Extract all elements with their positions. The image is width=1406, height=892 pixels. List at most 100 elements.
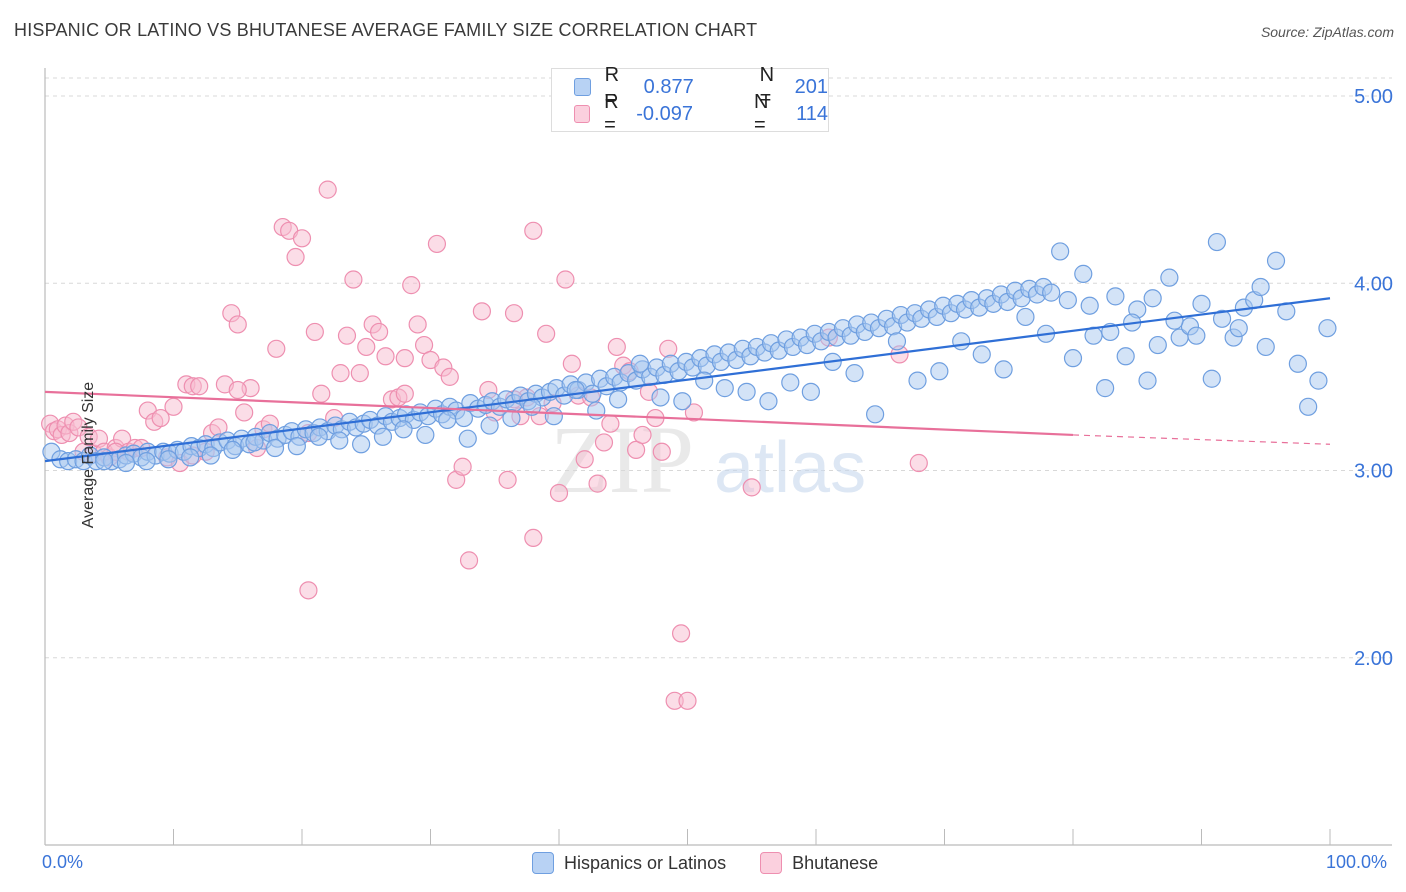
hispanic-point <box>1207 232 1227 252</box>
bhutanese-point <box>402 276 421 295</box>
hispanic-point <box>1266 251 1286 270</box>
hispanic-point <box>1080 296 1099 315</box>
hispanic-point <box>1192 294 1211 313</box>
bhutanese-point <box>190 377 209 396</box>
bhutanese-point <box>601 414 620 433</box>
bhutanese-point <box>626 440 646 460</box>
hispanic-point <box>137 452 156 471</box>
hispanic-point <box>887 332 907 351</box>
legend-item-bhutanese: Bhutanese <box>760 852 878 874</box>
hispanic-point <box>502 408 521 428</box>
hispanic-point <box>1187 326 1206 345</box>
y-axis-label: Average Family Size <box>80 381 98 529</box>
bhutanese-point <box>594 433 614 452</box>
y-tick-label: 5.00 <box>1354 86 1393 108</box>
legend-label-bhutanese: Bhutanese <box>792 852 879 873</box>
hispanic-point <box>715 379 734 398</box>
bhutanese-point <box>228 315 247 334</box>
hispanic-point <box>287 437 306 456</box>
hispanic-point <box>801 382 820 401</box>
hispanic-point <box>1160 268 1179 287</box>
bhutanese-point <box>537 324 556 343</box>
legend-swatch-pink <box>760 852 783 874</box>
hispanic-point <box>587 401 606 420</box>
hispanic-point <box>309 427 328 446</box>
bhutanese-point <box>549 483 569 503</box>
bhutanese-point <box>556 270 575 289</box>
bhutanese-point <box>427 234 447 254</box>
hispanic-point <box>1143 289 1162 308</box>
hispanic-point <box>1096 379 1115 398</box>
hispanic-point <box>330 431 349 450</box>
hispanic-point <box>952 332 971 351</box>
hispanic-point <box>866 405 885 424</box>
hispanic-point <box>181 448 200 467</box>
legend-swatch-blue <box>574 78 591 96</box>
hispanic-point <box>630 354 650 373</box>
bhutanese-point <box>395 384 414 403</box>
hispanic-point <box>695 371 714 390</box>
source-label: Source: ZipAtlas.com <box>1260 24 1394 40</box>
bhutanese-point <box>331 364 350 383</box>
hispanic-point <box>223 440 242 460</box>
hispanic-point <box>245 433 264 452</box>
hispanic-point <box>416 425 435 445</box>
x-tick-min: 0.0% <box>42 852 84 872</box>
hispanic-point <box>1058 291 1077 310</box>
bhutanese-point <box>453 457 472 476</box>
bhutanese-point <box>151 408 170 428</box>
hispanic-point <box>265 438 285 458</box>
bhutanese-point <box>472 302 491 321</box>
legend-r-value: -0.097 <box>636 102 693 125</box>
hispanic-point <box>1309 371 1328 390</box>
bhutanese-trend-extension <box>1072 434 1331 445</box>
bhutanese-point <box>337 326 357 345</box>
bhutanese-point <box>562 354 581 373</box>
hispanic-point <box>159 450 178 469</box>
hispanic-point <box>1116 347 1135 366</box>
bhutanese-point <box>440 367 459 386</box>
hispanic-point <box>908 371 927 390</box>
bhutanese-point <box>408 315 427 334</box>
hispanic-point <box>1256 337 1275 357</box>
hispanic-point <box>673 392 692 411</box>
bhutanese-point <box>659 339 678 358</box>
hispanic-point <box>1165 311 1184 330</box>
bhutanese-point <box>228 380 247 400</box>
legend-n-value: 201 <box>794 75 828 98</box>
hispanic-point <box>1042 283 1061 302</box>
bhutanese-point <box>524 221 543 240</box>
series-legend: Hispanics or Latinos Bhutanese <box>532 852 912 874</box>
bhutanese-point <box>607 337 626 357</box>
hispanic-point <box>480 416 499 435</box>
hispanic-point <box>1251 277 1270 297</box>
hispanic-point <box>1202 369 1221 388</box>
hispanic-point <box>352 435 371 454</box>
hispanic-point <box>1138 371 1157 390</box>
hispanic-point <box>438 410 457 430</box>
bhutanese-trend-line <box>44 390 1074 437</box>
legend-row-hispanic: R = 0.877 N = 201 <box>574 64 828 109</box>
hispanic-point <box>781 373 800 392</box>
hispanic-point <box>394 420 413 439</box>
bhutanese-point <box>235 403 254 422</box>
trend-lines <box>44 297 1331 463</box>
watermark: ZIP atlas <box>550 406 866 513</box>
y-tick-label: 2.00 <box>1354 648 1393 670</box>
legend-label-hispanic: Hispanics or Latinos <box>564 852 727 873</box>
bhutanese-point <box>164 397 183 416</box>
legend-n-value: 114 <box>796 102 828 125</box>
bhutanese-point <box>267 339 286 358</box>
hispanic-point <box>972 345 991 364</box>
hispanic-point <box>1016 307 1035 327</box>
bhutanese-point <box>305 322 324 342</box>
y-tick-label: 4.00 <box>1354 273 1393 295</box>
legend-item-hispanic: Hispanics or Latinos <box>532 852 726 874</box>
bhutanese-point <box>376 347 395 366</box>
bhutanese-point <box>575 450 594 469</box>
hispanic-point <box>759 392 778 411</box>
hispanic-point <box>1212 309 1232 328</box>
stats-legend: R = 0.877 N = 201 R = -0.097 N = 114 <box>551 64 829 136</box>
bhutanese-point <box>633 425 652 445</box>
